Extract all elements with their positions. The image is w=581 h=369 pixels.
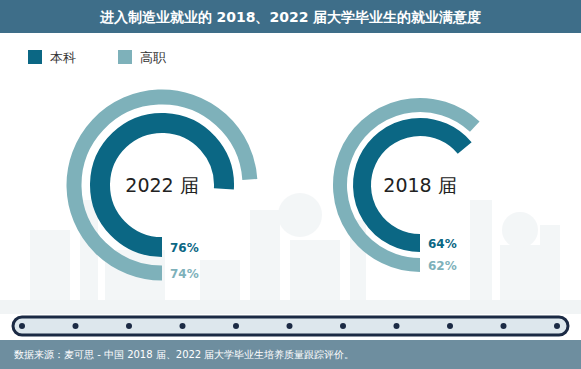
conveyor-roller <box>19 323 25 329</box>
factory-shape <box>290 240 340 310</box>
radial-bar <box>340 105 475 265</box>
background-decoration <box>0 193 581 314</box>
legend-swatch <box>28 50 42 64</box>
title: 进入制造业就业的 2018、2022 届大学毕业生的就业满意度 <box>99 9 482 25</box>
data-label: 62% <box>428 259 457 273</box>
conveyor-roller <box>501 323 507 329</box>
conveyor-roller <box>394 323 400 329</box>
factory-shape <box>470 200 492 310</box>
chart-title: 2018 届 <box>383 174 456 196</box>
radial-bar <box>100 123 224 247</box>
ground <box>0 300 581 314</box>
factory-shape <box>540 225 560 310</box>
conveyor-roller <box>233 323 239 329</box>
data-label: 74% <box>170 267 199 281</box>
title-bar <box>0 0 581 33</box>
data-label: 64% <box>428 237 457 251</box>
factory-tank <box>502 212 538 248</box>
legend-swatch <box>118 50 132 64</box>
background <box>0 0 581 369</box>
footer-bar <box>0 340 581 369</box>
conveyor-roller <box>287 323 293 329</box>
conveyor-roller <box>447 323 453 329</box>
source: 数据来源：麦可思 - 中国 2018 届、2022 届大学毕业生培养质量跟踪评价… <box>14 349 354 360</box>
radial-chart <box>340 105 475 265</box>
conveyor-roller <box>180 323 186 329</box>
legend-label: 本科 <box>50 50 76 65</box>
factory-shape <box>30 230 70 310</box>
conveyor <box>13 317 568 335</box>
conveyor-roller <box>73 323 79 329</box>
data-label: 76% <box>170 241 199 255</box>
conveyor-roller <box>554 323 560 329</box>
radial-bar <box>74 97 250 273</box>
radial-bar <box>362 127 465 243</box>
legend-label: 高职 <box>140 50 166 65</box>
radial-chart <box>74 97 250 273</box>
chart-root: 进入制造业就业的 2018、2022 届大学毕业生的就业满意度本科 高职 2022 … <box>0 0 581 369</box>
factory-tank <box>278 193 322 237</box>
conveyor-roller <box>340 323 346 329</box>
chart-title: 2022 届 <box>125 174 198 196</box>
conveyor-roller <box>126 323 132 329</box>
factory-shape <box>250 210 280 310</box>
